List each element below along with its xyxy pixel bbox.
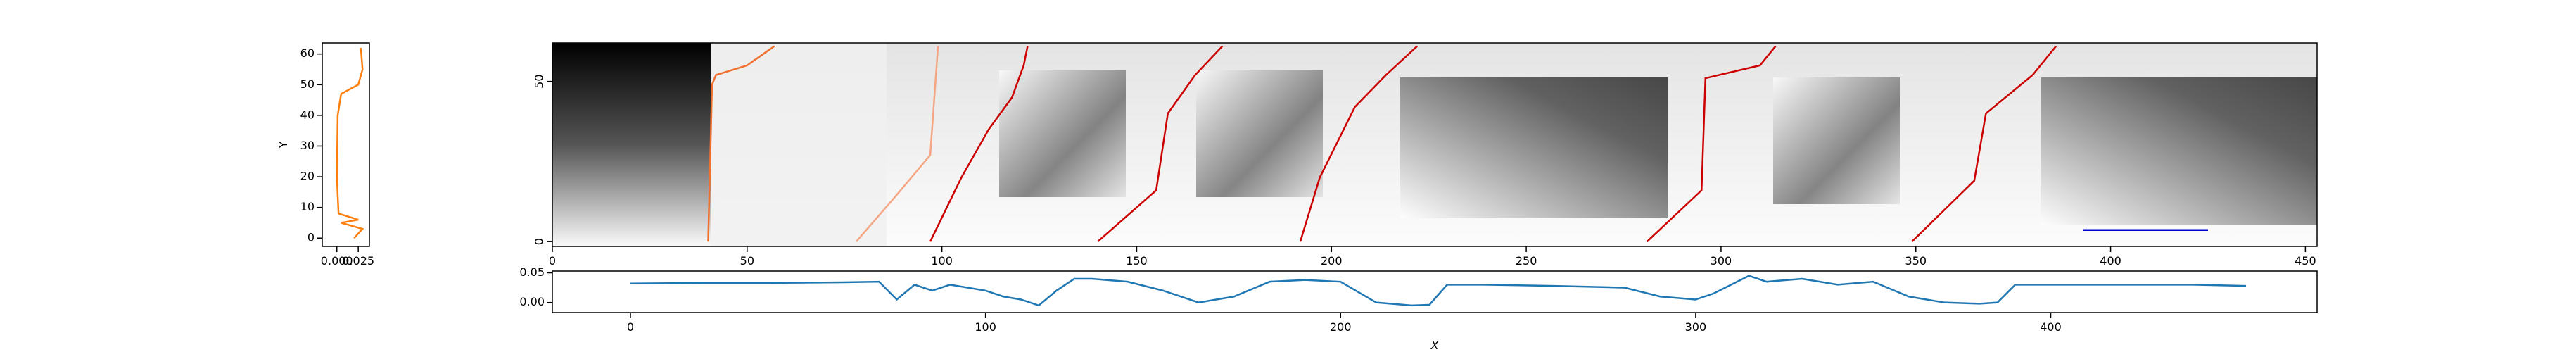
- series-line: [1911, 45, 2057, 243]
- series-line: [1299, 45, 1418, 242]
- y-tick-label: 60: [300, 46, 315, 60]
- series-line: [707, 45, 775, 242]
- x-tick-label: 0: [627, 320, 634, 334]
- x-tick-label: 200: [1330, 320, 1352, 334]
- x-axis-label: X: [1430, 339, 1440, 352]
- y-tick-label: 20: [300, 170, 315, 183]
- series-line: [855, 46, 939, 242]
- y-tick-label: 10: [300, 200, 315, 213]
- series-line: [929, 46, 1029, 242]
- series-line: [1097, 45, 1224, 243]
- x-tick-label: 300: [1711, 254, 1732, 268]
- heatmap: [552, 43, 2317, 246]
- series-line: [1646, 45, 1777, 243]
- x-tick-label: 0.000: [321, 254, 353, 268]
- x-tick-label: 50: [740, 254, 754, 268]
- series-line: [630, 275, 2247, 307]
- x-tick-label: 400: [2040, 320, 2062, 334]
- y-tick-label: 0.00: [519, 295, 545, 308]
- x-tick-label: 300: [1685, 320, 1707, 334]
- x-tick-label: 100: [975, 320, 996, 334]
- y-tick-label: 50: [533, 74, 546, 88]
- x-tick-label: 400: [2100, 254, 2121, 268]
- x-tick-label: 0: [549, 254, 556, 268]
- y-tick-label: 0: [533, 238, 546, 245]
- x-tick-label: 200: [1321, 254, 1343, 268]
- y-tick-label: 40: [300, 108, 315, 121]
- x-tick-label: 250: [1516, 254, 1537, 268]
- x-tick-label: 350: [1905, 254, 1927, 268]
- y-axis-label: Y: [277, 141, 290, 149]
- series-line: [336, 47, 364, 239]
- x-tick-label: 150: [1126, 254, 1148, 268]
- axes-frame: [552, 270, 2318, 313]
- axes-frame: [552, 42, 2318, 247]
- axes-frame: [322, 42, 370, 247]
- y-tick-label: 0: [307, 231, 315, 244]
- y-tick-label: 30: [300, 139, 315, 152]
- y-tick-label: 50: [300, 77, 315, 91]
- x-tick-label: 100: [931, 254, 953, 268]
- y-tick-label: 0.05: [519, 265, 545, 279]
- x-tick-label: 450: [2295, 254, 2316, 268]
- x-tick-label: 0.025: [342, 254, 374, 268]
